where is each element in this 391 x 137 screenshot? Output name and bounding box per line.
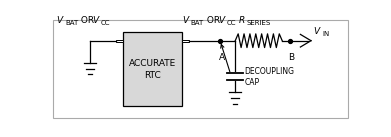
Bar bbox=[123, 32, 182, 106]
Text: $R$: $R$ bbox=[238, 14, 246, 25]
Text: SERIES: SERIES bbox=[247, 20, 271, 26]
Bar bbox=[117, 40, 123, 42]
Text: $V$: $V$ bbox=[182, 14, 191, 25]
Text: CC: CC bbox=[101, 20, 110, 26]
Text: A: A bbox=[219, 53, 225, 62]
Bar bbox=[182, 40, 189, 42]
Text: DECOUPLING
CAP: DECOUPLING CAP bbox=[244, 67, 294, 87]
Text: $V$: $V$ bbox=[314, 25, 322, 36]
Text: OR: OR bbox=[78, 16, 97, 25]
Text: $V$: $V$ bbox=[92, 14, 101, 25]
Text: ACCURATE
RTC: ACCURATE RTC bbox=[129, 59, 176, 80]
Text: BAT: BAT bbox=[191, 20, 204, 26]
Text: $V$: $V$ bbox=[56, 14, 65, 25]
Text: CC: CC bbox=[226, 20, 236, 26]
Text: OR: OR bbox=[204, 16, 223, 25]
Text: BAT: BAT bbox=[65, 20, 78, 26]
Text: IN: IN bbox=[322, 32, 329, 38]
Text: B: B bbox=[288, 53, 294, 62]
Text: $V$: $V$ bbox=[218, 14, 227, 25]
